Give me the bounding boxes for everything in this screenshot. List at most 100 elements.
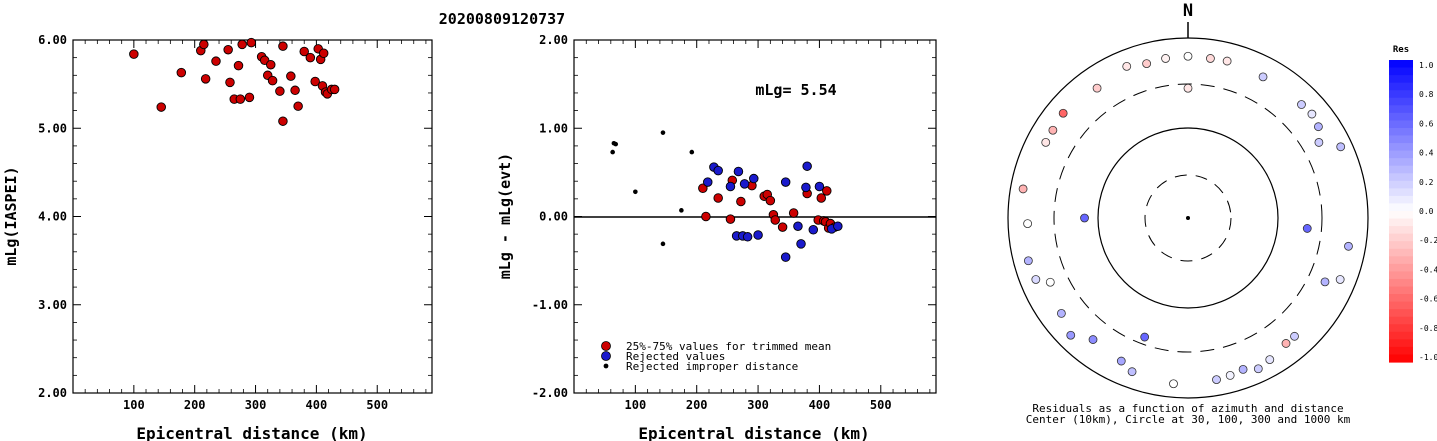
colorbar-segment	[1389, 143, 1413, 152]
rejected-point	[713, 165, 723, 176]
trimmed-mean-point	[816, 193, 827, 203]
legend-marker-trimmed	[601, 341, 611, 351]
improper-distance-point	[660, 241, 666, 247]
plot1-xtick-label: 400	[306, 398, 328, 412]
colorbar-segment	[1389, 158, 1413, 167]
legend-label-trimmed: 25%-75% values for trimmed mean	[626, 340, 831, 353]
polar-points	[1018, 51, 1353, 389]
azimuth-residual-point	[1041, 137, 1051, 147]
azimuth-residual-point	[1066, 330, 1076, 340]
mlg-point	[176, 67, 187, 78]
colorbar-segment	[1389, 301, 1413, 310]
legend-label-rejected: Rejected values	[626, 350, 725, 363]
rejected-point	[753, 230, 763, 240]
improper-distance-point	[689, 149, 695, 155]
colorbar-scale: 1.0 0.8 0.6 0.4 0.2 0.0 -0.2 -0.4 -0.6 -0.8 -1.0	[1389, 60, 1437, 363]
colorbar-label: 0.2	[1419, 178, 1434, 187]
colorbar-segment	[1389, 339, 1413, 348]
azimuth-residual-point	[1307, 109, 1317, 119]
mlg-distance-chart: 100 200 300 400 500 2.00 3.00 4.00 5.00 6.00 Epic…	[2, 33, 433, 441]
improper-distance-point	[613, 141, 619, 147]
plot1-xtick-label: 200	[184, 398, 206, 412]
azimuth-residual-point	[1313, 122, 1323, 132]
azimuth-residual-point	[1140, 332, 1150, 342]
mlg-point	[310, 76, 320, 87]
plot1-ytick-label: 4.00	[38, 210, 67, 224]
ring-100km	[1097, 127, 1279, 309]
improper-distance-point	[660, 130, 666, 135]
azimuth-residual-point	[1258, 72, 1268, 82]
mlg-point	[211, 56, 221, 66]
plot1-ticks: 100 200 300 400 500 2.00 3.00 4.00 5.00 6.00	[38, 33, 432, 412]
azimuth-residual-point	[1122, 61, 1132, 71]
trimmed-mean-point	[701, 211, 711, 222]
colorbar-segment	[1389, 294, 1413, 303]
mlg-point	[156, 102, 166, 112]
trimmed-mean-point	[736, 196, 746, 207]
mlg-point	[235, 94, 246, 104]
trimmed-mean-point	[713, 193, 723, 203]
colorbar-label: -0.2	[1419, 236, 1437, 245]
colorbar-segment	[1389, 354, 1413, 363]
colorbar-segment	[1389, 309, 1413, 318]
mlg-point	[299, 46, 309, 57]
azimuth-residual-point	[1142, 59, 1152, 69]
colorbar-segment	[1389, 195, 1413, 205]
azimuth-residual-chart: N Residuals as a function of azimuth and…	[1007, 1, 1369, 426]
plot1-ytick-label: 5.00	[38, 121, 67, 135]
colorbar-label: -1.0	[1419, 353, 1437, 362]
colorbar-segment	[1389, 203, 1413, 212]
colorbar-segment	[1389, 316, 1413, 325]
colorbar-segment	[1389, 241, 1413, 250]
azimuth-residual-point	[1092, 83, 1102, 93]
azimuth-residual-point	[1023, 256, 1033, 266]
colorbar-title: Res	[1393, 45, 1409, 55]
mlg-point	[318, 48, 329, 58]
colorbar-label: 0.8	[1419, 90, 1434, 99]
mlg-point	[225, 77, 235, 88]
plot2-ytick-label: -1.00	[532, 298, 568, 312]
rejected-point	[793, 221, 803, 231]
plot2-xtick-label: 400	[809, 398, 831, 412]
mlg-point	[286, 71, 296, 81]
plot1-xtick-label: 300	[245, 398, 267, 412]
azimuth-residual-point	[1018, 184, 1028, 194]
colorbar-segment	[1389, 278, 1413, 288]
colorbar-segment	[1389, 248, 1413, 257]
plot1-ytick-label: 6.00	[38, 33, 67, 47]
mlg-point	[278, 41, 288, 51]
mlg-point	[244, 92, 255, 103]
azimuth-residual-point	[1253, 364, 1263, 374]
rejected-point	[833, 221, 843, 231]
residual-colorbar: Res 1.0 0.8 0.6 0.4 0.2 0.0 -0.2 -0.4 -0.6 -0.8 -1…	[1389, 45, 1437, 363]
plot1-xtick-label: 500	[366, 398, 388, 412]
colorbar-segment	[1389, 135, 1413, 144]
residual-distance-chart: 100 200 300 400 500 -2.00 -1.00 0.00 1.00 2.00 mL…	[496, 33, 937, 441]
colorbar-segment	[1389, 180, 1413, 189]
azimuth-residual-point	[1183, 51, 1193, 61]
plot1-xtick-label: 100	[123, 398, 145, 412]
rejected-point	[780, 177, 791, 187]
colorbar-segment	[1389, 112, 1413, 121]
colorbar-segment	[1389, 346, 1413, 356]
azimuth-residual-point	[1281, 339, 1291, 348]
colorbar-label: 1.0	[1419, 61, 1434, 70]
mlg-point	[290, 85, 300, 96]
azimuth-residual-point	[1023, 219, 1033, 229]
azimuth-residual-point	[1212, 375, 1221, 385]
colorbar-segment	[1389, 173, 1413, 182]
rejected-point	[725, 181, 736, 192]
colorbar-segment	[1389, 150, 1413, 159]
trimmed-mean-point	[698, 183, 708, 194]
plot2-xtick-label: 100	[625, 398, 647, 412]
mlg-point	[329, 84, 340, 95]
azimuth-residual-point	[1169, 379, 1178, 389]
colorbar-segment	[1389, 165, 1413, 174]
rejected-point	[808, 224, 819, 235]
mlg-point	[246, 37, 257, 48]
colorbar-label: -0.6	[1419, 295, 1437, 304]
colorbar-label: 0.0	[1419, 207, 1434, 216]
plot2-xtick-label: 300	[747, 398, 769, 412]
colorbar-label: 0.6	[1419, 119, 1434, 128]
